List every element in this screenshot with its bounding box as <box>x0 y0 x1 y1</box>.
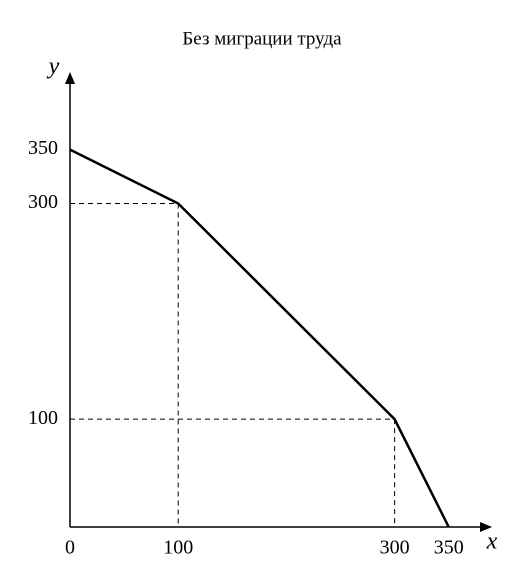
y-tick-label: 100 <box>28 407 58 429</box>
x-tick-label: 300 <box>380 537 410 559</box>
data-line <box>69 148 450 528</box>
y-axis-label: y <box>47 54 60 80</box>
x-tick-label: 0 <box>65 537 75 559</box>
x-axis-label: x <box>486 529 498 555</box>
x-tick-label: 350 <box>434 537 464 559</box>
x-axis-arrow <box>480 522 492 532</box>
chart-title: Без миграции труда <box>182 28 342 49</box>
y-tick-label: 300 <box>28 191 58 213</box>
x-tick-label: 100 <box>163 537 193 559</box>
y-axis-arrow <box>65 72 75 84</box>
y-tick-label: 350 <box>28 137 58 159</box>
